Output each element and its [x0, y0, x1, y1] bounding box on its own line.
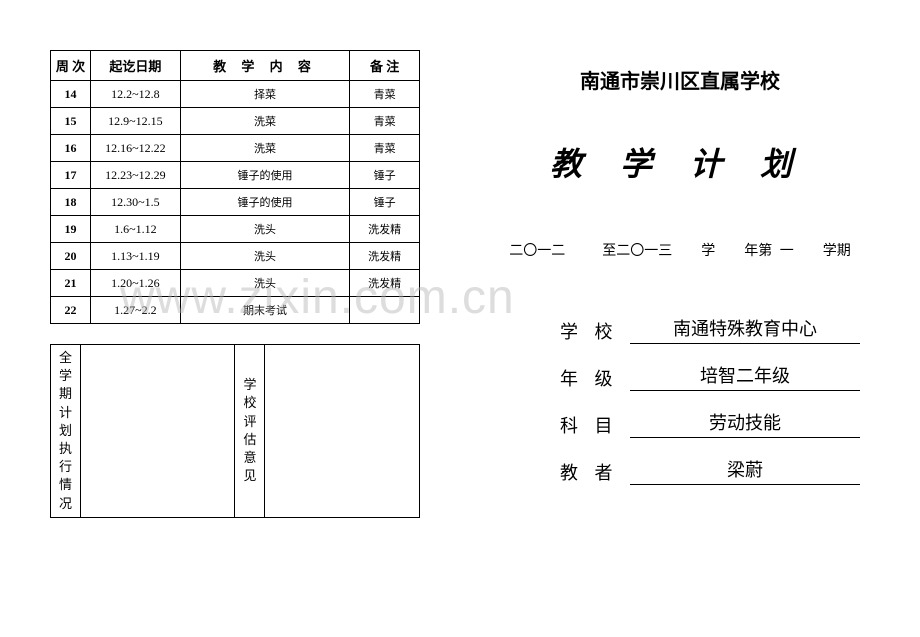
- cell-note: 洗发精: [350, 243, 420, 270]
- table-row: 221.27~2.2期末考试: [51, 297, 420, 324]
- table-row: 1612.16~12.22洗菜青菜: [51, 135, 420, 162]
- cell-date: 1.20~1.26: [90, 270, 180, 297]
- school-value: 南通特殊教育中心: [630, 315, 860, 344]
- school-label: 学 校: [560, 318, 630, 344]
- eval-right-body: [265, 345, 420, 518]
- grade-label: 年 级: [560, 365, 630, 391]
- cell-date: 12.23~12.29: [90, 162, 180, 189]
- subject-row: 科 目 劳动技能: [560, 409, 860, 438]
- term-l1: 学: [701, 244, 715, 259]
- cell-date: 12.16~12.22: [90, 135, 180, 162]
- table-header-row: 周 次 起讫日期 教 学 内 容 备 注: [51, 51, 420, 81]
- cell-note: 洗发精: [350, 216, 420, 243]
- cell-week: 17: [51, 162, 91, 189]
- subject-label: 科 目: [560, 412, 630, 438]
- eval-left-body: [80, 345, 235, 518]
- header-content: 教 学 内 容: [180, 51, 349, 81]
- table-row: 211.20~1.26洗头洗发精: [51, 270, 420, 297]
- table-row: 1512.9~12.15洗菜青菜: [51, 108, 420, 135]
- right-panel: 南通市崇川区直属学校 教学计划 二〇一二 至二〇一三 学 年第 一 学期 学 校…: [460, 0, 920, 637]
- left-panel: 周 次 起讫日期 教 学 内 容 备 注 1412.2~12.8择菜青菜1512…: [0, 0, 460, 637]
- teacher-label: 教 者: [560, 459, 630, 485]
- table-row: 1412.2~12.8择菜青菜: [51, 81, 420, 108]
- cell-content: 期末考试: [180, 297, 349, 324]
- subject-value: 劳动技能: [630, 409, 860, 438]
- table-row: 191.6~1.12洗头洗发精: [51, 216, 420, 243]
- cell-date: 1.27~2.2: [90, 297, 180, 324]
- cell-content: 洗菜: [180, 108, 349, 135]
- term-mid: 至二〇一三: [602, 244, 672, 259]
- cell-week: 16: [51, 135, 91, 162]
- cell-week: 20: [51, 243, 91, 270]
- cell-content: 洗头: [180, 270, 349, 297]
- eval-right-label: 学 校 评 估 意 见: [235, 345, 265, 518]
- cell-note: 青菜: [350, 108, 420, 135]
- cell-date: 1.6~1.12: [90, 216, 180, 243]
- info-block: 学 校 南通特殊教育中心 年 级 培智二年级 科 目 劳动技能 教 者 梁蔚: [560, 315, 860, 503]
- cell-date: 12.2~12.8: [90, 81, 180, 108]
- cell-note: 青菜: [350, 81, 420, 108]
- cell-content: 择菜: [180, 81, 349, 108]
- header-date: 起讫日期: [90, 51, 180, 81]
- cell-week: 15: [51, 108, 91, 135]
- cell-date: 12.9~12.15: [90, 108, 180, 135]
- cell-week: 14: [51, 81, 91, 108]
- cell-note: 锤子: [350, 189, 420, 216]
- header-week: 周 次: [51, 51, 91, 81]
- term-prefix: 二〇一二: [509, 244, 565, 259]
- table-row: 201.13~1.19洗头洗发精: [51, 243, 420, 270]
- term-num: 一: [780, 244, 794, 259]
- cell-week: 19: [51, 216, 91, 243]
- cell-content: 锤子的使用: [180, 189, 349, 216]
- school-row: 学 校 南通特殊教育中心: [560, 315, 860, 344]
- term-l2: 年第: [744, 244, 772, 259]
- eval-left-label: 全 学 期 计 划 执 行 情 况: [51, 345, 81, 518]
- term-l3: 学期: [823, 244, 851, 259]
- cell-content: 洗头: [180, 216, 349, 243]
- main-title: 教学计划: [480, 139, 880, 185]
- cell-week: 18: [51, 189, 91, 216]
- evaluation-table: 全 学 期 计 划 执 行 情 况 学 校 评 估 意 见: [50, 344, 420, 518]
- header-note: 备 注: [350, 51, 420, 81]
- teacher-value: 梁蔚: [630, 456, 860, 485]
- grade-value: 培智二年级: [630, 362, 860, 391]
- teacher-row: 教 者 梁蔚: [560, 456, 860, 485]
- cell-note: 洗发精: [350, 270, 420, 297]
- table-row: 1812.30~1.5锤子的使用锤子: [51, 189, 420, 216]
- term-line: 二〇一二 至二〇一三 学 年第 一 学期: [480, 240, 880, 260]
- district-title: 南通市崇川区直属学校: [580, 65, 780, 94]
- cell-note: [350, 297, 420, 324]
- grade-row: 年 级 培智二年级: [560, 362, 860, 391]
- schedule-table: 周 次 起讫日期 教 学 内 容 备 注 1412.2~12.8择菜青菜1512…: [50, 50, 420, 324]
- cell-content: 洗头: [180, 243, 349, 270]
- cell-week: 21: [51, 270, 91, 297]
- cell-content: 洗菜: [180, 135, 349, 162]
- cell-date: 12.30~1.5: [90, 189, 180, 216]
- cell-note: 锤子: [350, 162, 420, 189]
- table-row: 1712.23~12.29锤子的使用锤子: [51, 162, 420, 189]
- cell-date: 1.13~1.19: [90, 243, 180, 270]
- cell-note: 青菜: [350, 135, 420, 162]
- cell-week: 22: [51, 297, 91, 324]
- cell-content: 锤子的使用: [180, 162, 349, 189]
